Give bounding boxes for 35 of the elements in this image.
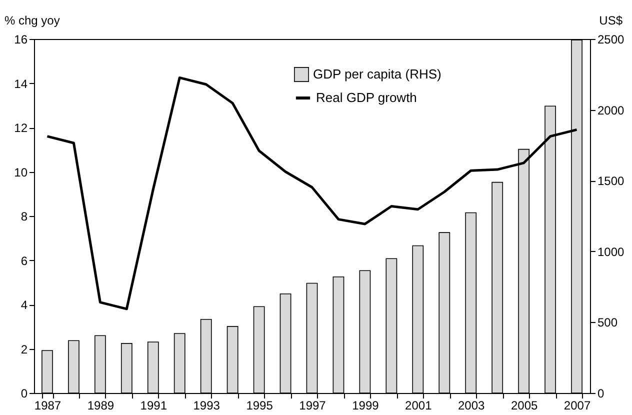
bar	[280, 293, 292, 394]
y-tick-label: 0	[20, 386, 28, 400]
legend-label: GDP per capita (RHS)	[313, 66, 442, 82]
legend-label: Real GDP growth	[316, 90, 417, 105]
x-tick-label: 1991	[140, 398, 168, 412]
y-axis-title: % chg yoy	[4, 14, 60, 28]
y-tick-label: 4	[20, 298, 28, 312]
y2-tick-label: 1500	[598, 174, 625, 188]
x-tick-label: 2003	[458, 398, 486, 412]
x-tick-label: 1995	[246, 398, 274, 412]
x-tick-label: 1997	[299, 398, 326, 412]
y2-axis-title: US$	[599, 14, 623, 28]
y-tick-label: 2	[20, 342, 28, 356]
y2-tick-label: 0	[598, 386, 604, 400]
x-tick-label: 1999	[352, 398, 380, 412]
x-tick-label: 2005	[510, 398, 538, 412]
x-tick-label: 2001	[405, 398, 432, 412]
bar	[438, 232, 450, 394]
y-tick-label: 12	[14, 121, 28, 135]
bar	[386, 258, 398, 394]
x-tick-label: 1993	[193, 398, 220, 412]
y-tick-label: 10	[14, 165, 28, 180]
bar	[332, 276, 344, 394]
y-tick-label: 16	[14, 32, 28, 46]
x-tick-label: 1987	[34, 398, 62, 412]
y-tick-label: 8	[20, 210, 28, 224]
y-tick-label: 14	[14, 76, 28, 91]
y2-tick-label: 2000	[598, 103, 625, 118]
y2-tick-label: 1000	[598, 244, 625, 259]
bar	[492, 182, 504, 394]
y2-tick-label: 2500	[598, 32, 625, 46]
y2-tick-label: 500	[598, 316, 618, 330]
y-tick-label: 6	[20, 254, 28, 268]
x-tick-label: 2007	[564, 398, 591, 412]
x-tick-label: 1989	[87, 398, 114, 412]
